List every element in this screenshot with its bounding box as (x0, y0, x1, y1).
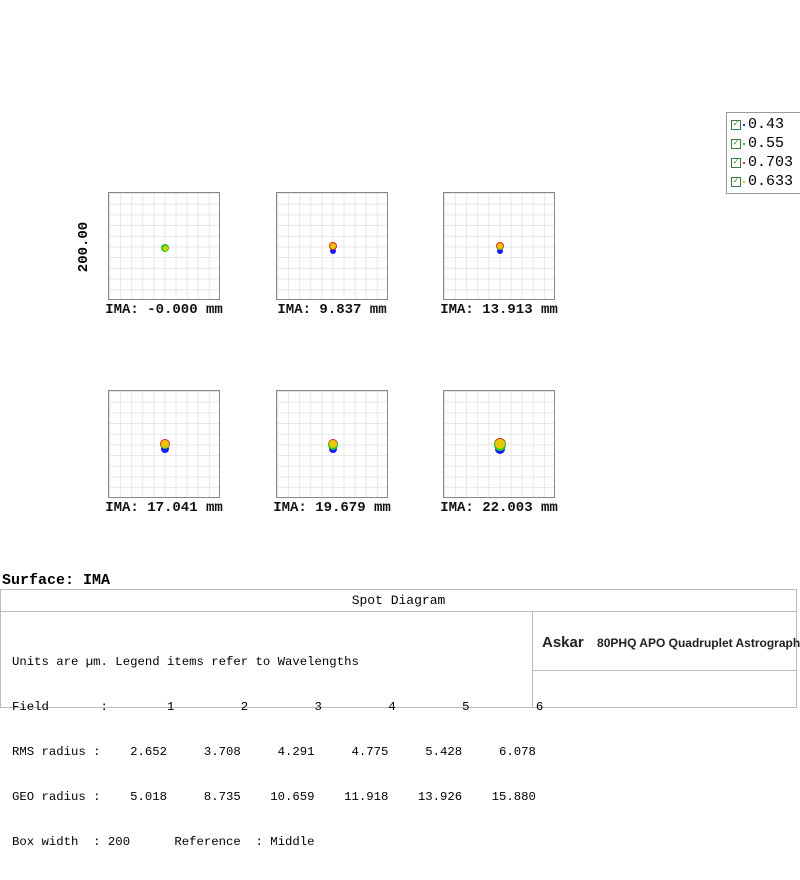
y-axis-label: 200.00 (76, 221, 92, 273)
color-swatch (743, 142, 745, 145)
spot-rays (497, 248, 503, 254)
legend-item[interactable]: ✓ 0.43 (731, 115, 800, 134)
units-line: Units are µm. Legend items refer to Wave… (12, 655, 359, 669)
spot-rays (161, 440, 169, 448)
field-label: IMA: 19.679 mm (273, 500, 391, 516)
field-row: Field : 1 2 3 4 5 6 (12, 700, 544, 714)
wavelength-legend: ✓ 0.43 ✓ 0.55 ✓ 0.703 ✓ 0.633 (726, 112, 800, 194)
spot-box (443, 390, 555, 498)
legend-label: 0.55 (748, 135, 785, 152)
legend-label: 0.43 (748, 116, 785, 133)
field-label: IMA: 17.041 mm (105, 500, 223, 516)
legend-label: 0.633 (748, 173, 794, 190)
spot-box (108, 192, 220, 300)
spot-rays (329, 440, 337, 448)
askar-logo: Askar (542, 634, 584, 651)
field-label: IMA: 13.913 mm (440, 302, 558, 318)
product-name: 80PHQ APO Quadruplet Astrograph (597, 636, 800, 650)
spot-rays (330, 243, 336, 249)
spot-statistics: Units are µm. Legend items refer to Wave… (12, 625, 543, 880)
info-table: Spot Diagram Units are µm. Legend items … (0, 589, 800, 849)
spot-rays (495, 439, 505, 449)
legend-label: 0.703 (748, 154, 794, 171)
geo-radius-row: GEO radius : 5.018 8.735 10.659 11.918 1… (12, 790, 536, 804)
spot-box (108, 390, 220, 498)
checkbox-icon[interactable]: ✓ (731, 157, 741, 168)
box-width-row: Box width : 200 Reference : Middle (12, 835, 315, 849)
checkbox-icon[interactable]: ✓ (731, 119, 741, 130)
color-swatch (743, 180, 745, 183)
spot-rays (330, 248, 336, 254)
legend-item[interactable]: ✓ 0.633 (731, 172, 800, 191)
rms-radius-row: RMS radius : 2.652 3.708 4.291 4.775 5.4… (12, 745, 536, 759)
spot-box (443, 192, 555, 300)
divider (532, 611, 533, 707)
brand-block: Askar 80PHQ APO Quadruplet Astrograph (542, 634, 800, 651)
legend-item[interactable]: ✓ 0.55 (731, 134, 800, 153)
spot-box (276, 192, 388, 300)
spot-box (276, 390, 388, 498)
spot-rays (497, 243, 503, 249)
legend-item[interactable]: ✓ 0.703 (731, 153, 800, 172)
divider (532, 670, 796, 671)
spot-rays (161, 445, 169, 453)
field-label: IMA: 22.003 mm (440, 500, 558, 516)
field-label: IMA: 9.837 mm (277, 302, 387, 318)
spot-rays (162, 245, 168, 251)
color-swatch (743, 161, 745, 164)
surface-label: Surface: IMA (2, 572, 111, 589)
field-label: IMA: -0.000 mm (105, 302, 223, 318)
color-swatch (743, 123, 745, 126)
checkbox-icon[interactable]: ✓ (731, 176, 741, 187)
checkbox-icon[interactable]: ✓ (731, 138, 741, 149)
table-title: Spot Diagram (1, 590, 796, 612)
